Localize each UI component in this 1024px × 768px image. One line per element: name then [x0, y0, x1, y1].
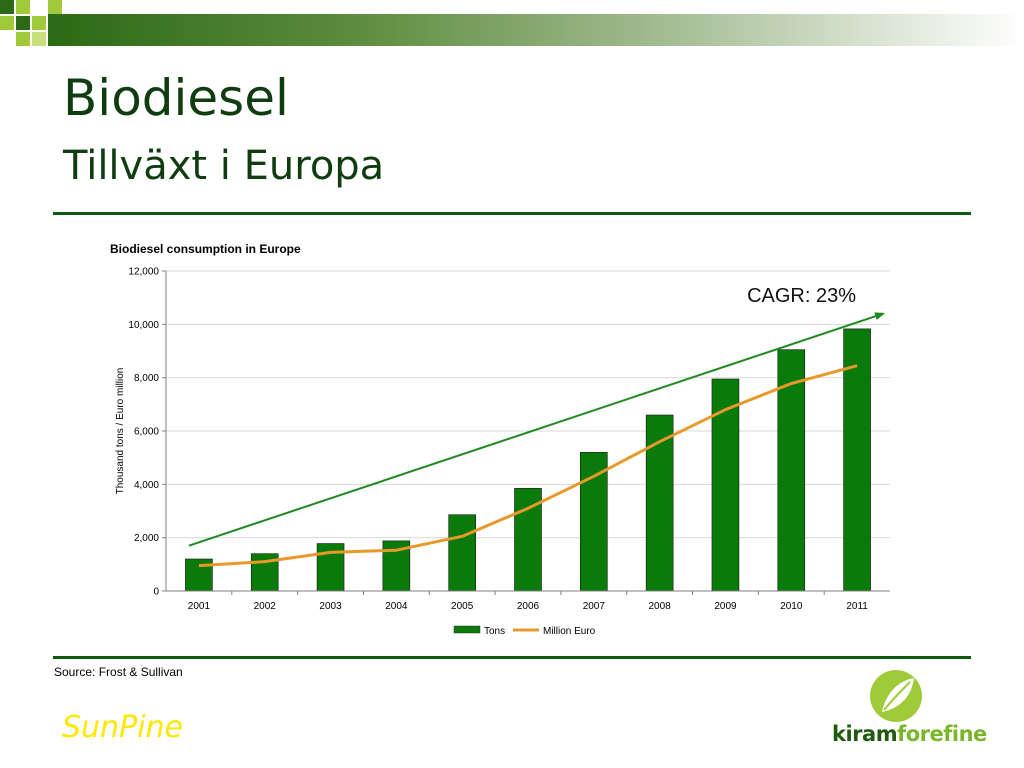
y-axis-ticks: 0 2,000 4,000 6,000 8,000 10,000 12,000 [128, 267, 166, 598]
decor-square [32, 16, 46, 30]
x-tick-label: 2011 [846, 601, 868, 612]
kiram-forefine-logo: kiramforefine [832, 722, 987, 746]
x-tick-label: 2005 [451, 601, 474, 612]
bar-tons [448, 514, 476, 592]
source-note: Source: Frost & Sullivan [54, 665, 183, 679]
decor-square [16, 0, 30, 14]
x-axis-labels: 2001 2002 2003 2004 2005 2006 2007 2008 2009 2010… [188, 591, 868, 612]
x-tick-label: 2007 [583, 601, 606, 612]
legend-label-million-euro: Million Euro [543, 626, 596, 637]
legend-swatch-tons [453, 625, 481, 634]
sunpine-logo: SunPine [62, 710, 183, 745]
x-tick-label: 2009 [714, 601, 737, 612]
million-euro-line [198, 364, 858, 568]
header-decoration [0, 0, 1024, 60]
x-tick-label: 2010 [780, 601, 803, 612]
cagr-annotation: CAGR: 23% [747, 285, 856, 307]
decor-square [0, 0, 14, 14]
bar-tons [777, 349, 806, 592]
x-tick-label: 2001 [188, 601, 211, 612]
chart-title: Biodiesel consumption in Europe [110, 242, 301, 256]
y-tick-label: 12,000 [128, 267, 159, 278]
slide-subtitle: Tillväxt i Europa [63, 143, 385, 189]
title-divider [53, 212, 971, 215]
chart-grid [166, 270, 890, 539]
decor-square [16, 16, 30, 30]
y-tick-label: 0 [153, 587, 159, 598]
y-tick-label: 10,000 [128, 320, 159, 331]
decor-square [48, 0, 62, 14]
header-gradient-bar [48, 14, 1024, 46]
slide-title: Biodiesel [63, 69, 289, 127]
decor-square [0, 16, 14, 30]
legend-label-tons: Tons [484, 626, 505, 637]
bar-series [185, 328, 871, 592]
bar-tons [843, 328, 871, 592]
y-tick-label: 2,000 [134, 533, 159, 544]
decor-square [16, 32, 30, 46]
logo-text-kiram: kiram [832, 722, 898, 746]
kiram-leaf-icon [870, 670, 922, 722]
logo-text-forefine: forefine [897, 722, 987, 746]
decor-square [0, 32, 14, 46]
y-tick-label: 4,000 [134, 480, 159, 491]
chart-legend: Tons Million Euro [453, 625, 596, 637]
y-tick-label: 8,000 [134, 373, 159, 384]
y-tick-label: 6,000 [134, 427, 159, 438]
decor-square [32, 0, 46, 14]
x-tick-label: 2008 [649, 601, 672, 612]
x-tick-label: 2004 [385, 601, 408, 612]
x-tick-label: 2003 [319, 601, 342, 612]
x-tick-label: 2006 [517, 601, 540, 612]
bar-tons [580, 452, 608, 592]
y-axis-label: Thousand tons / Euro million [115, 368, 126, 495]
footer-divider [53, 656, 971, 659]
x-tick-label: 2002 [254, 601, 277, 612]
decor-square [32, 32, 46, 46]
biodiesel-chart: Biodiesel consumption in Europe 0 2,000 4,… [110, 242, 890, 637]
cagr-trend-arrow [188, 312, 885, 547]
